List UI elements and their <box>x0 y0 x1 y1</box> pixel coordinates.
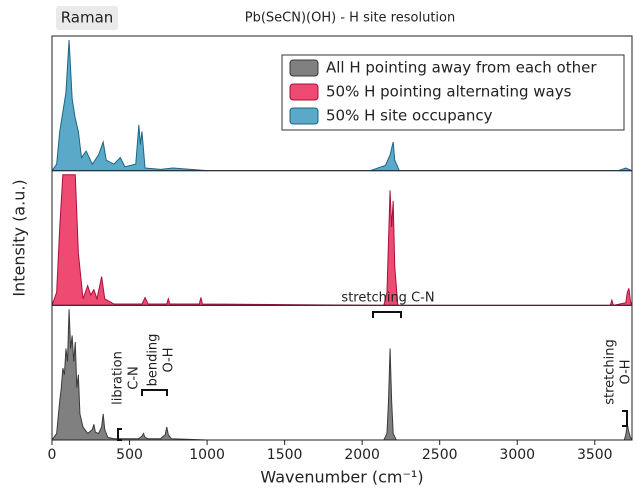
y-axis-label: Intensity (a.u.) <box>10 179 29 296</box>
bracket <box>372 311 402 318</box>
x-tick-label: 500 <box>116 447 143 463</box>
plot-area <box>52 40 632 440</box>
annotation-line: stretching <box>603 339 618 405</box>
x-tick-label: 0 <box>48 447 57 463</box>
annotation: libration C-N <box>111 351 142 405</box>
annotation-line: libration <box>111 351 126 405</box>
annotation: bending O-H <box>146 334 177 387</box>
tab-label: Raman <box>61 9 114 27</box>
annotation: stretching O-H <box>603 339 634 405</box>
x-tick-label: 2000 <box>344 447 380 463</box>
legend-box <box>281 54 625 131</box>
x-tick-label: 2500 <box>422 447 458 463</box>
spectrum-area <box>52 309 632 440</box>
legend-label: 50% H pointing alternating ways <box>326 83 572 101</box>
annotation-line: O-H <box>619 359 634 384</box>
annotation: stretching C-N <box>341 291 434 306</box>
tab <box>56 6 118 30</box>
legend-label: All H pointing away from each other <box>326 59 597 77</box>
x-tick-label: 1000 <box>189 447 225 463</box>
spectrum-area <box>52 174 632 306</box>
legend-label: 50% H site occupancy <box>326 107 493 125</box>
x-tick-label: 3000 <box>499 447 535 463</box>
spectrum-area <box>52 40 632 172</box>
annotation-line: O-H <box>162 347 177 372</box>
x-axis-label: Wavenumber (cm⁻¹) <box>260 468 423 487</box>
legend-swatch <box>289 83 319 101</box>
annotation-line: bending <box>146 334 161 387</box>
annotation-line: C-N <box>127 366 142 390</box>
plot-frame <box>51 35 633 441</box>
legend-swatch <box>289 59 319 77</box>
legend-swatch <box>289 107 319 125</box>
bracket <box>117 428 122 441</box>
x-tick-label: 1500 <box>267 447 303 463</box>
bracket <box>141 389 168 396</box>
bracket <box>622 410 628 427</box>
legend: All H pointing away from each other 50% H… <box>281 54 625 131</box>
chart-title: Pb(SeCN)(OH) - H site resolution <box>245 11 455 26</box>
x-tick-label: 3500 <box>577 447 613 463</box>
